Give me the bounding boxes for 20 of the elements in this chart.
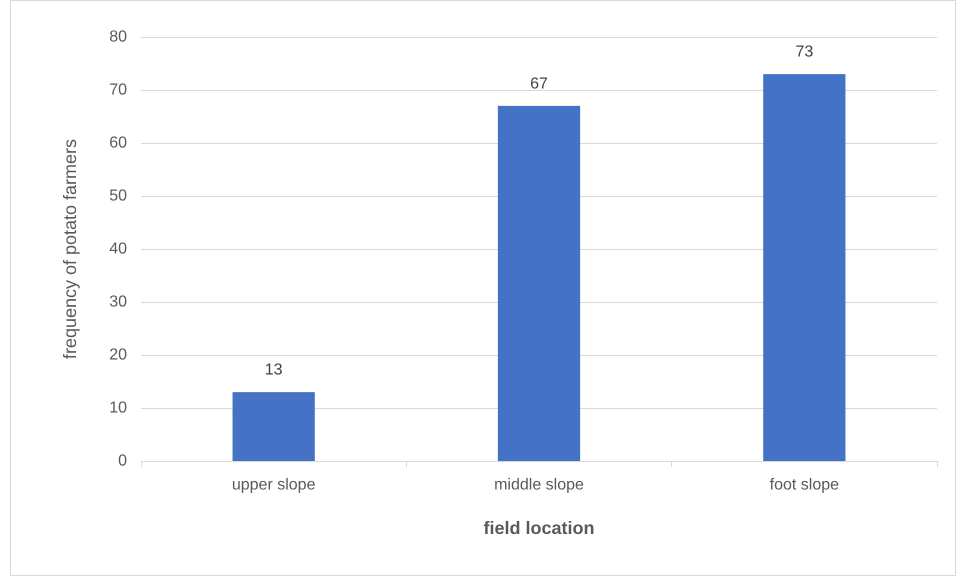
x-tick-label: middle slope <box>494 476 584 494</box>
y-tick-label: 70 <box>109 82 128 98</box>
x-tick-label: upper slope <box>232 476 316 494</box>
bar <box>763 74 846 461</box>
y-tick-label: 10 <box>109 400 128 416</box>
x-tick-label: foot slope <box>770 476 840 494</box>
data-label: 73 <box>795 44 814 61</box>
y-axis-title: frequency of potato farmers <box>60 138 80 360</box>
data-label: 13 <box>264 362 283 379</box>
x-axis-title: field location <box>483 518 595 538</box>
y-tick-label: 50 <box>109 188 128 204</box>
data-label: 67 <box>530 75 548 92</box>
bar <box>232 392 315 461</box>
y-tick-label: 0 <box>118 452 128 470</box>
y-tick-label: 30 <box>109 294 128 310</box>
y-tick-label: 60 <box>109 134 128 152</box>
y-tick-label: 40 <box>109 240 128 258</box>
bar <box>498 106 580 461</box>
y-tick-label: 80 <box>109 28 128 46</box>
y-tick-label: 20 <box>109 346 128 364</box>
